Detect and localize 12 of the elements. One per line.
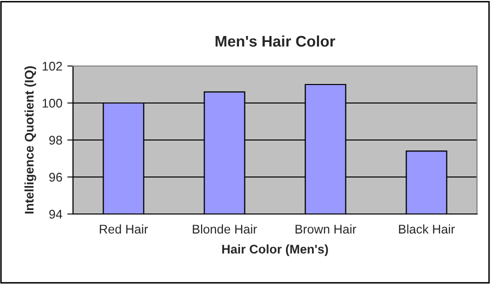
x-tick-label: Brown Hair [296, 224, 356, 234]
x-axis-title: Hair Color (Men's) [222, 244, 328, 256]
x-tick-label: Red Hair [100, 224, 148, 234]
x-tick-label: Black Hair [399, 224, 455, 234]
y-tick-label: 102 [42, 62, 62, 71]
y-tick-label: 100 [42, 98, 62, 108]
y-tick-label: 94 [49, 210, 62, 219]
y-tick-label: 98 [49, 136, 62, 145]
chart-title: Men's Hair Color [216, 35, 336, 47]
x-tick-label: Blonde Hair [192, 224, 257, 234]
y-tick-label: 96 [49, 172, 62, 182]
y-axis-title: Intelligence Quotient (IQ) [24, 66, 36, 214]
